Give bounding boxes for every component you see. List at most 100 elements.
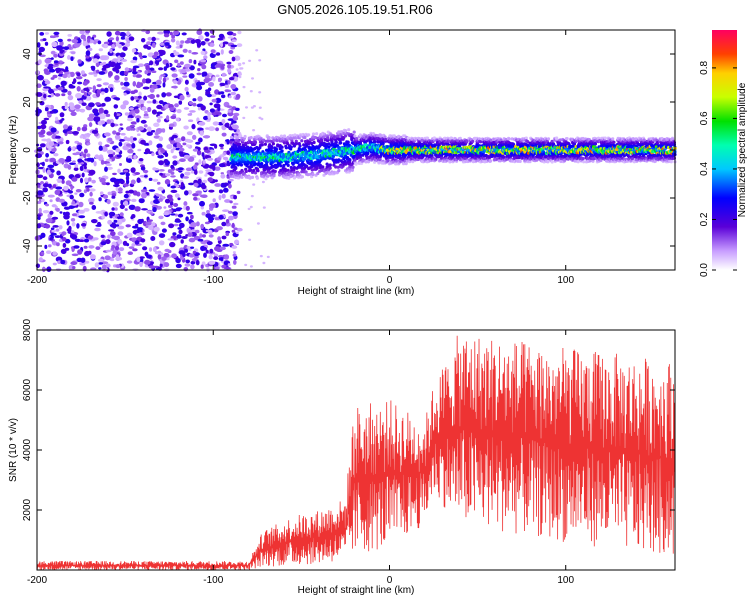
noise-cell <box>186 227 191 233</box>
noise-cell <box>181 136 186 142</box>
noise-cell <box>117 178 124 182</box>
noise-cell <box>87 250 92 255</box>
noise-cell <box>76 126 81 132</box>
noise-cell <box>206 210 210 214</box>
noise-cell <box>173 80 178 85</box>
noise-cell <box>55 116 59 121</box>
noise-cell <box>134 240 140 245</box>
noise-cell <box>143 44 149 49</box>
noise-cell <box>88 177 92 182</box>
noise-cell <box>170 185 176 189</box>
noise-cell <box>159 42 165 46</box>
noise-cell <box>38 46 45 53</box>
signal-cell <box>247 160 251 164</box>
noise-cell <box>127 251 133 255</box>
noise-cell <box>35 263 41 269</box>
signal-cell <box>339 141 343 145</box>
noise-cell <box>36 174 44 179</box>
noise-cell <box>211 98 217 103</box>
noise-cell <box>113 104 119 109</box>
noise-cell <box>135 74 143 78</box>
noise-cell <box>132 225 139 229</box>
noise-cell <box>125 175 130 181</box>
signal-cell <box>256 169 260 173</box>
noise-cell <box>114 245 120 251</box>
noise-cell <box>107 191 112 196</box>
noise-cell <box>215 127 220 132</box>
noise-cell <box>83 87 89 92</box>
noise-cell <box>171 134 178 139</box>
noise-cell <box>158 215 164 220</box>
noise-cell <box>143 115 150 119</box>
noise-cell <box>70 218 76 222</box>
noise-cell <box>108 37 113 41</box>
noise-cell <box>152 178 159 182</box>
noise-cell <box>58 198 65 203</box>
noise-cell <box>219 82 226 87</box>
noise-cell <box>183 125 189 130</box>
noise-cell <box>205 249 209 254</box>
noise-cell <box>134 51 139 55</box>
noise-cell <box>102 82 109 86</box>
signal-cell <box>237 159 241 163</box>
noise-cell <box>227 109 232 113</box>
noise-cell <box>212 198 216 203</box>
noise-cell <box>192 98 197 102</box>
noise-cell <box>92 85 97 91</box>
noise-cell <box>71 201 76 205</box>
noise-cell <box>188 253 195 258</box>
noise-cell <box>84 177 89 183</box>
noise-cell <box>233 259 237 265</box>
noise-cell <box>231 39 237 42</box>
noise-cell <box>67 95 74 101</box>
noise-cell <box>112 172 117 176</box>
signal-cell <box>346 140 350 144</box>
noise-cell <box>190 260 196 265</box>
noise-cell <box>141 55 147 58</box>
signal-cell <box>253 140 258 144</box>
noise-cell <box>128 114 133 119</box>
noise-cell <box>139 261 143 268</box>
noise-cell <box>188 182 195 186</box>
noise-cell <box>252 183 256 186</box>
noise-cell <box>62 242 67 248</box>
noise-cell <box>151 109 157 115</box>
noise-cell <box>94 154 100 159</box>
noise-cell <box>208 234 214 238</box>
noise-cell <box>79 135 84 139</box>
signal-cell <box>263 142 267 146</box>
noise-cell <box>249 265 253 268</box>
signal-cell <box>253 171 258 175</box>
noise-cell <box>232 33 237 36</box>
noise-cell <box>225 222 231 227</box>
noise-cell <box>174 213 178 217</box>
signal-cell <box>250 175 255 179</box>
noise-cell <box>226 61 232 65</box>
noise-cell <box>100 120 106 125</box>
noise-cell <box>169 241 176 248</box>
noise-cell <box>113 219 118 223</box>
noise-cell <box>101 67 107 71</box>
noise-cell <box>83 153 87 158</box>
signal-cell <box>292 170 296 174</box>
noise-cell <box>218 78 222 83</box>
noise-cell <box>150 130 156 133</box>
signal-cell <box>236 136 240 140</box>
noise-cell <box>214 166 221 171</box>
noise-cell <box>63 46 70 50</box>
noise-cell <box>125 190 130 194</box>
noise-cell <box>104 132 111 137</box>
noise-cell <box>118 141 123 147</box>
signal-cell <box>300 139 304 143</box>
noise-cell <box>101 91 105 95</box>
noise-cell <box>88 72 95 75</box>
noise-cell <box>186 144 190 148</box>
noise-cell <box>209 108 215 113</box>
noise-cell <box>49 210 54 215</box>
noise-cell <box>133 154 137 160</box>
noise-cell <box>204 38 210 42</box>
signal-cell <box>262 170 266 175</box>
noise-cell <box>172 232 177 236</box>
noise-cell <box>180 40 185 44</box>
noise-cell <box>41 138 48 142</box>
